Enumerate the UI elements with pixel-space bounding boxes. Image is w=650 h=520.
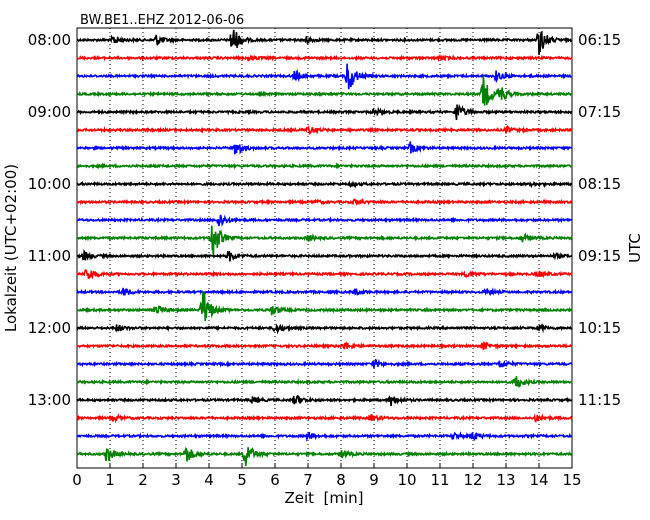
x-tick-label: 10 xyxy=(397,471,416,489)
seismic-traces xyxy=(76,29,573,467)
y-axis-label-right: UTC xyxy=(626,233,644,263)
x-tick-label: 14 xyxy=(529,471,548,489)
left-time-label: 08:00 xyxy=(28,31,71,49)
seismic-trace-row-2 xyxy=(76,63,573,90)
seismic-trace-row-16 xyxy=(76,322,573,335)
seismic-trace-row-10 xyxy=(76,214,573,227)
right-time-label: 09:15 xyxy=(578,247,621,265)
seismic-trace-row-13 xyxy=(76,268,573,280)
left-time-label: 10:00 xyxy=(28,175,71,193)
seismic-trace-row-1 xyxy=(76,53,573,63)
x-tick-label: 15 xyxy=(562,471,581,489)
x-tick-label: 11 xyxy=(430,471,449,489)
x-tick-label: 1 xyxy=(105,471,115,489)
x-tick-label: 3 xyxy=(171,471,181,489)
left-time-label: 11:00 xyxy=(28,247,71,265)
seismic-trace-row-7 xyxy=(76,162,573,170)
seismic-trace-row-21 xyxy=(76,412,573,424)
seismic-trace-row-12 xyxy=(76,248,573,262)
left-time-labels: 08:00 09:00 10:00 11:00 12:00 13:00 xyxy=(28,31,82,409)
right-time-label: 10:15 xyxy=(578,319,621,337)
left-time-label: 13:00 xyxy=(28,391,71,409)
right-time-labels: 06:15 07:15 08:15 09:15 10:15 11:15 xyxy=(567,31,621,409)
vertical-gridlines xyxy=(109,28,540,468)
x-tick-label: 8 xyxy=(336,471,346,489)
left-time-label: 09:00 xyxy=(28,103,71,121)
seismic-trace-row-5 xyxy=(76,124,573,135)
x-tick-label: 0 xyxy=(72,471,82,489)
right-time-label: 11:15 xyxy=(578,391,621,409)
seismic-trace-row-9 xyxy=(76,198,573,206)
x-tick-label: 6 xyxy=(270,471,280,489)
seismic-trace-row-19 xyxy=(76,376,573,388)
seismic-trace-row-0 xyxy=(76,29,573,55)
x-tick-label: 7 xyxy=(303,471,313,489)
y-axis-label-left: Lokalzeit (UTC+02:00) xyxy=(2,164,20,332)
x-axis-label: Zeit [min] xyxy=(284,489,363,507)
seismic-trace-row-15 xyxy=(77,291,573,322)
seismic-trace-row-6 xyxy=(76,141,573,155)
x-tick-label: 9 xyxy=(369,471,379,489)
seismic-trace-row-23 xyxy=(76,446,573,467)
right-time-label: 08:15 xyxy=(578,175,621,193)
seismic-trace-row-11 xyxy=(76,225,573,256)
x-tick-label: 5 xyxy=(237,471,247,489)
chart-title: BW.BE1..EHZ 2012-06-06 xyxy=(80,13,244,28)
seismic-trace-row-17 xyxy=(76,341,573,351)
seismic-trace-row-18 xyxy=(76,358,573,369)
seismic-trace-row-20 xyxy=(76,394,573,406)
seismic-trace-row-4 xyxy=(76,103,573,121)
seismic-trace-row-8 xyxy=(76,180,573,189)
x-tick-label: 12 xyxy=(463,471,482,489)
plot-frame xyxy=(76,27,573,469)
right-time-label: 06:15 xyxy=(578,31,621,49)
seismic-trace-row-22 xyxy=(76,431,573,442)
right-time-label: 07:15 xyxy=(578,103,621,121)
x-tick-label: 4 xyxy=(204,471,214,489)
x-tick-label: 13 xyxy=(496,471,515,489)
left-time-label: 12:00 xyxy=(28,319,71,337)
seismic-trace-row-3 xyxy=(76,76,573,106)
x-axis-ticks: 0 1 2 3 4 5 6 7 8 9 10 11 12 13 14 15 xyxy=(72,463,582,489)
seismic-trace-row-14 xyxy=(76,287,573,297)
x-tick-label: 2 xyxy=(138,471,148,489)
